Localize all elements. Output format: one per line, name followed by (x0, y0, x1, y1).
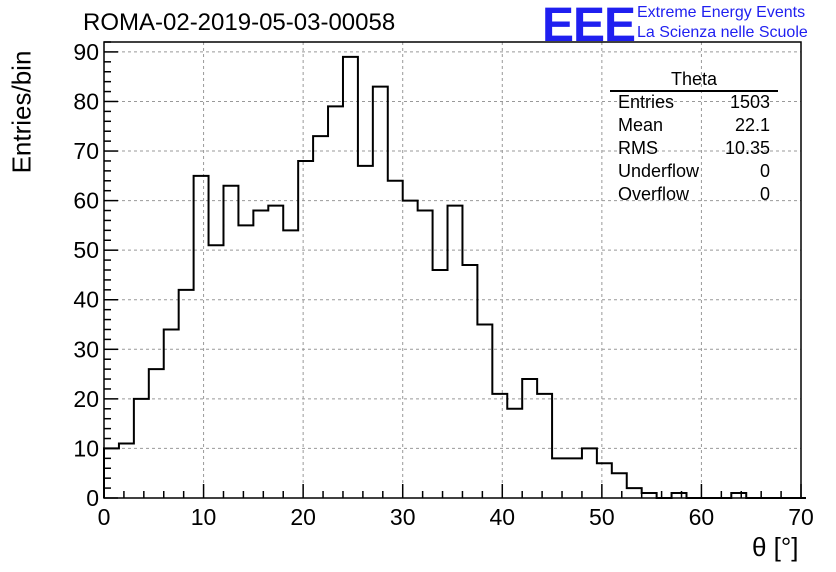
x-tick-label: 0 (98, 504, 111, 530)
stats-row-underflow: Underflow 0 (618, 161, 770, 183)
x-tick-label: 70 (788, 504, 814, 530)
stats-divider (610, 90, 778, 92)
x-axis-label: θ [°] (752, 532, 799, 562)
histogram-line (103, 55, 806, 499)
stats-value: 22.1 (734, 115, 770, 135)
stats-label: Overflow (618, 184, 690, 204)
x-tick-label: 50 (589, 504, 615, 530)
axis-ticks (103, 41, 802, 499)
stats-row-overflow: Overflow 0 (618, 184, 770, 206)
x-tick-labels: 0 10 20 30 40 50 60 70 (98, 504, 814, 530)
x-tick-label: 10 (191, 504, 217, 530)
y-tick-label: 40 (73, 287, 99, 313)
logo-text-line-1: Extreme Energy Events (637, 4, 806, 21)
x-tick-label: 40 (489, 504, 515, 530)
stats-label: RMS (618, 138, 658, 158)
stats-row-entries: Entries 1503 (618, 92, 770, 114)
stats-value: 0 (759, 161, 770, 181)
y-tick-label: 90 (73, 39, 99, 65)
y-tick-labels: 0 10 20 30 40 50 60 70 80 90 (73, 39, 99, 511)
stats-value: 0 (759, 184, 770, 204)
stats-row-mean: Mean 22.1 (618, 115, 770, 137)
y-tick-label: 80 (73, 88, 99, 114)
stats-row-rms: RMS 10.35 (618, 138, 770, 160)
stats-value: 10.35 (724, 138, 770, 158)
y-axis-label: Entries/bin (6, 50, 37, 174)
stats-box: Theta Entries 1503 Mean 22.1 RMS 10.35 U… (610, 65, 778, 211)
y-tick-label: 70 (73, 138, 99, 164)
x-tick-label: 60 (689, 504, 715, 530)
logo-text-line-2: La Scienza nelle Scuole (637, 24, 808, 41)
stats-value: 1503 (729, 92, 770, 112)
y-tick-label: 60 (73, 188, 99, 214)
y-tick-label: 30 (73, 336, 99, 362)
grid-lines (104, 42, 801, 498)
y-tick-label: 10 (73, 435, 99, 461)
y-tick-label: 50 (73, 237, 99, 263)
eee-logo: EEE (542, 0, 636, 52)
y-tick-label: 20 (73, 386, 99, 412)
y-tick-label: 0 (86, 485, 99, 511)
x-tick-label: 20 (290, 504, 316, 530)
x-tick-label: 30 (390, 504, 416, 530)
stats-label: Underflow (618, 161, 700, 181)
stats-title: Theta (670, 69, 718, 89)
chart-title: ROMA-02-2019-05-03-00058 (83, 9, 396, 36)
stats-label: Entries (618, 92, 675, 112)
stats-label: Mean (618, 115, 664, 135)
